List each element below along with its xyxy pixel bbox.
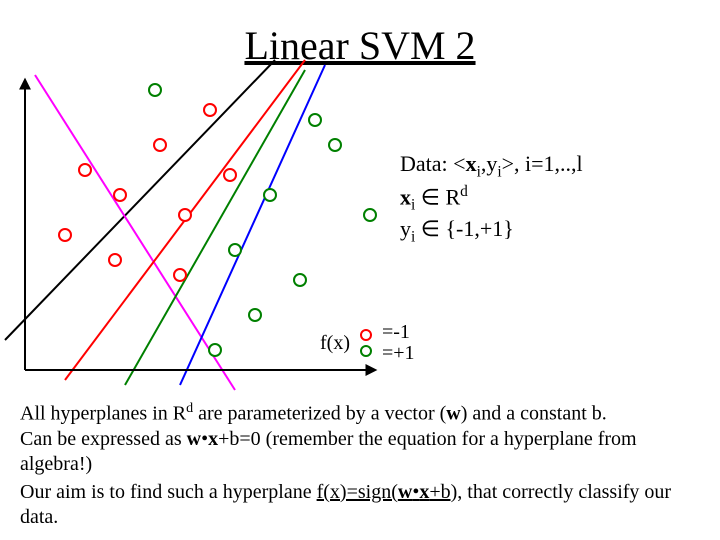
- p1-w-2: w: [187, 428, 201, 450]
- p2-a: Our aim is to find such a hyperplane: [20, 481, 317, 503]
- legend-neg-text: =-1: [382, 322, 415, 343]
- p2-w: w: [398, 481, 412, 503]
- x-symbol-2: x: [400, 184, 411, 209]
- d-sup-1: d: [460, 183, 468, 200]
- slide-title: Linear SVM 2: [0, 22, 720, 69]
- data-line1-b: ,y: [481, 151, 498, 176]
- legend: f(x) =-1 =+1: [320, 322, 415, 364]
- data-definition: Data: <xi,yi>, i=1,..,l xi ∈ Rd yi ∈ {-1…: [400, 150, 660, 246]
- p2-fx: f(x)=sign(: [317, 481, 398, 503]
- p1-w-1: w: [446, 403, 460, 425]
- data-line3-b: ∈ {-1,+1}: [415, 216, 514, 241]
- data-line1-c: >, i=1,..,l: [502, 151, 583, 176]
- p2-b: +b),: [429, 481, 462, 503]
- data-line3-a: y: [400, 216, 411, 241]
- legend-dot-positive: [360, 345, 372, 357]
- paragraph-1: All hyperplanes in Rd are parameterized …: [20, 400, 690, 477]
- legend-dot-negative: [360, 329, 372, 341]
- p1-c: ) and a constant b.: [461, 403, 607, 425]
- p2-x: x: [419, 481, 429, 503]
- x-symbol-1: x: [466, 151, 477, 176]
- p1-d: Can be expressed as: [20, 428, 187, 450]
- p1-b: are parameterized by a vector (: [193, 403, 446, 425]
- data-line2-a: ∈ R: [415, 184, 460, 209]
- p1-x: x: [208, 428, 218, 450]
- data-line1-a: Data: <: [400, 151, 466, 176]
- legend-fx-label: f(x): [320, 332, 350, 355]
- p1-a: All hyperplanes in R: [20, 403, 186, 425]
- legend-pos-text: =+1: [382, 343, 415, 364]
- paragraph-2: Our aim is to find such a hyperplane f(x…: [20, 480, 690, 530]
